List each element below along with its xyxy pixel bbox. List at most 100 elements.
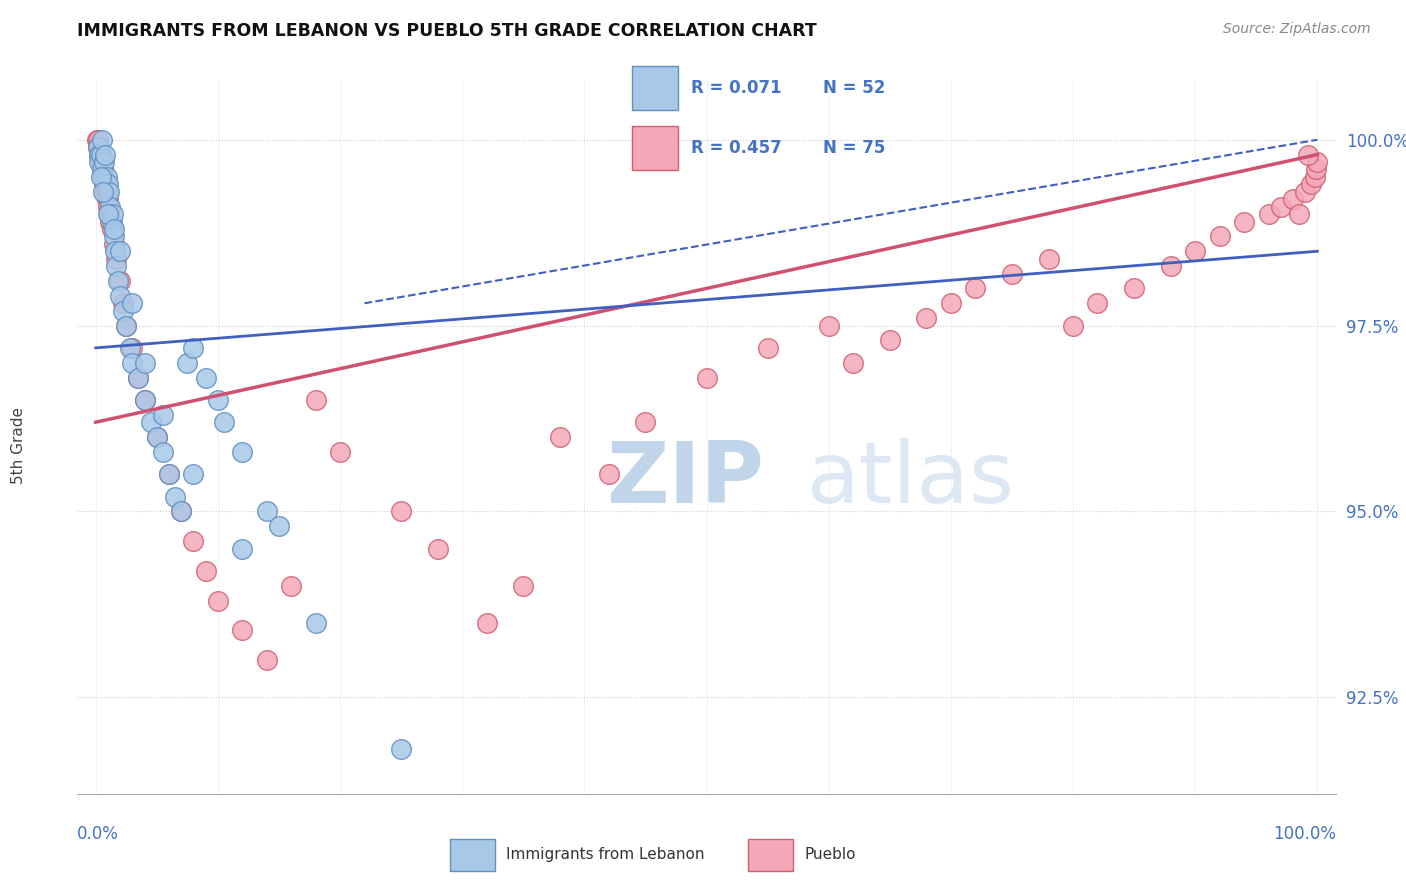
Point bbox=[1305, 162, 1327, 177]
Point bbox=[107, 274, 129, 288]
Point bbox=[1294, 185, 1316, 199]
Point bbox=[100, 214, 122, 228]
Point bbox=[104, 244, 127, 259]
Point bbox=[103, 222, 125, 236]
Point bbox=[1303, 169, 1326, 184]
Point bbox=[389, 742, 412, 756]
Point bbox=[598, 467, 620, 482]
Point bbox=[103, 236, 125, 251]
Point bbox=[94, 147, 117, 161]
Point bbox=[90, 162, 112, 177]
Bar bbox=[631, 67, 678, 111]
Point bbox=[1038, 252, 1060, 266]
Point bbox=[280, 579, 302, 593]
Point bbox=[118, 341, 141, 355]
Point bbox=[89, 147, 111, 161]
Point bbox=[87, 133, 110, 147]
Point bbox=[212, 415, 235, 429]
Point bbox=[91, 169, 114, 184]
Point bbox=[96, 169, 118, 184]
Point bbox=[170, 504, 193, 518]
Point bbox=[207, 392, 229, 407]
Point bbox=[90, 133, 112, 147]
Point bbox=[103, 229, 125, 244]
Point bbox=[1282, 192, 1305, 206]
Text: 100.0%: 100.0% bbox=[1272, 825, 1336, 843]
Point bbox=[194, 370, 217, 384]
Point bbox=[97, 192, 120, 206]
Point bbox=[194, 564, 217, 578]
Point bbox=[108, 274, 131, 288]
Point bbox=[97, 200, 120, 214]
Point bbox=[93, 178, 115, 192]
Point bbox=[207, 593, 229, 607]
Point bbox=[879, 334, 901, 348]
Point bbox=[152, 445, 174, 459]
Point bbox=[965, 281, 987, 295]
Point bbox=[231, 541, 253, 556]
Point bbox=[91, 185, 114, 199]
Point bbox=[90, 147, 112, 161]
Point bbox=[97, 178, 120, 192]
Point bbox=[1087, 296, 1109, 310]
Text: Pueblo: Pueblo bbox=[804, 847, 856, 862]
Point bbox=[127, 370, 149, 384]
Point bbox=[915, 311, 938, 326]
Text: N = 52: N = 52 bbox=[824, 79, 886, 97]
Point bbox=[96, 192, 118, 206]
Point bbox=[90, 147, 112, 161]
Point bbox=[101, 207, 124, 221]
Point bbox=[329, 445, 352, 459]
Point bbox=[97, 207, 120, 221]
Text: IMMIGRANTS FROM LEBANON VS PUEBLO 5TH GRADE CORRELATION CHART: IMMIGRANTS FROM LEBANON VS PUEBLO 5TH GR… bbox=[77, 22, 817, 40]
Point bbox=[1208, 229, 1230, 244]
Point bbox=[1288, 207, 1310, 221]
Point bbox=[231, 445, 253, 459]
Text: N = 75: N = 75 bbox=[824, 139, 886, 157]
Point bbox=[1001, 267, 1024, 281]
Point bbox=[121, 356, 143, 370]
Point bbox=[93, 155, 115, 169]
Point bbox=[91, 169, 114, 184]
Text: R = 0.071: R = 0.071 bbox=[692, 79, 782, 97]
Text: ZIP: ZIP bbox=[606, 438, 763, 522]
Point bbox=[165, 490, 187, 504]
Point bbox=[756, 341, 779, 355]
Point bbox=[105, 252, 128, 266]
Point bbox=[90, 169, 112, 184]
Point bbox=[127, 370, 149, 384]
Point bbox=[157, 467, 180, 482]
Point bbox=[145, 430, 167, 444]
Point bbox=[121, 341, 143, 355]
Point bbox=[1160, 259, 1182, 273]
Point bbox=[267, 519, 290, 533]
Point bbox=[98, 185, 121, 199]
Point bbox=[389, 504, 412, 518]
Point bbox=[94, 185, 117, 199]
Point bbox=[426, 541, 449, 556]
Point bbox=[87, 140, 110, 154]
Point bbox=[86, 133, 108, 147]
Point bbox=[145, 430, 167, 444]
Point bbox=[115, 318, 138, 333]
Point bbox=[512, 579, 534, 593]
Point bbox=[475, 615, 498, 630]
Text: 5th Grade: 5th Grade bbox=[11, 408, 25, 484]
Point bbox=[111, 296, 134, 310]
Point bbox=[89, 147, 111, 161]
Point bbox=[1062, 318, 1084, 333]
Point bbox=[105, 259, 128, 273]
Point bbox=[183, 467, 205, 482]
Point bbox=[93, 169, 115, 184]
Point bbox=[96, 185, 118, 199]
Point bbox=[89, 140, 111, 154]
Point bbox=[134, 392, 156, 407]
Point bbox=[1233, 214, 1256, 228]
Text: atlas: atlas bbox=[807, 438, 1015, 522]
Bar bbox=[450, 839, 495, 871]
Point bbox=[842, 356, 865, 370]
Point bbox=[94, 178, 117, 192]
Point bbox=[1270, 200, 1292, 214]
Point bbox=[90, 162, 112, 177]
Point bbox=[170, 504, 193, 518]
